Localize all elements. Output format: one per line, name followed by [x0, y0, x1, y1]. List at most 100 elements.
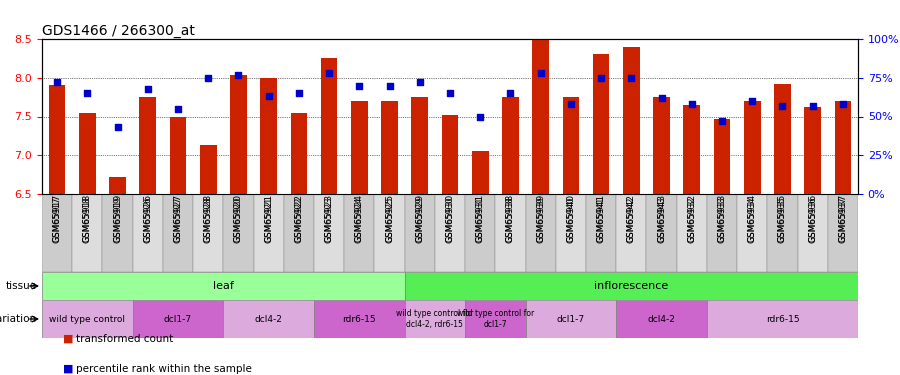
Bar	[683, 105, 700, 194]
Bar	[465, 300, 526, 338]
Bar	[405, 272, 858, 300]
Bar	[194, 194, 223, 272]
Text: GSM65920: GSM65920	[234, 194, 243, 243]
Point	[80, 90, 94, 96]
Text: percentile rank within the sample: percentile rank within the sample	[76, 364, 252, 374]
Text: GSM65930: GSM65930	[446, 194, 454, 243]
Bar	[834, 101, 851, 194]
Point	[262, 93, 276, 99]
Point	[292, 90, 306, 96]
Bar	[526, 300, 617, 338]
Bar	[103, 194, 132, 272]
Bar	[284, 194, 314, 272]
Text: GSM65932: GSM65932	[688, 196, 697, 242]
Bar	[109, 177, 126, 194]
Bar	[797, 194, 828, 272]
Bar	[200, 145, 217, 194]
Text: GSM65924: GSM65924	[355, 194, 364, 243]
Bar	[526, 194, 556, 272]
Text: GSM65917: GSM65917	[52, 194, 61, 243]
Bar	[72, 194, 103, 272]
Text: GSM65929: GSM65929	[415, 196, 424, 242]
Text: GSM65940: GSM65940	[566, 194, 575, 243]
Text: GSM65935: GSM65935	[778, 196, 787, 242]
Text: GSM65937: GSM65937	[839, 194, 848, 243]
Bar	[472, 152, 489, 194]
Point	[624, 75, 638, 81]
Text: GSM65931: GSM65931	[476, 196, 485, 242]
Bar	[230, 75, 247, 194]
Text: ■: ■	[63, 364, 73, 374]
Text: GSM65925: GSM65925	[385, 196, 394, 242]
Text: GSM65921: GSM65921	[265, 194, 274, 243]
Bar	[646, 194, 677, 272]
Bar	[677, 194, 706, 272]
Bar	[805, 107, 821, 194]
Bar	[586, 194, 616, 272]
Text: GSM65928: GSM65928	[203, 196, 212, 242]
Text: GSM65918: GSM65918	[83, 196, 92, 242]
Bar	[593, 54, 609, 194]
Bar	[223, 194, 254, 272]
Text: GSM65941: GSM65941	[597, 196, 606, 242]
Text: inflorescence: inflorescence	[594, 281, 669, 291]
Point	[685, 101, 699, 107]
Text: tissue: tissue	[6, 281, 37, 291]
Text: GSM65926: GSM65926	[143, 194, 152, 243]
Text: dcl4-2: dcl4-2	[255, 315, 283, 324]
Point	[50, 80, 64, 86]
Text: GSM65918: GSM65918	[83, 194, 92, 243]
Bar	[495, 194, 526, 272]
Bar	[616, 194, 646, 272]
Bar	[774, 84, 791, 194]
Point	[775, 103, 789, 109]
Bar	[49, 86, 66, 194]
Text: dcl1-7: dcl1-7	[557, 315, 585, 324]
Bar	[140, 97, 156, 194]
Text: leaf: leaf	[213, 281, 234, 291]
Bar	[314, 300, 405, 338]
Bar	[42, 194, 72, 272]
Bar	[79, 112, 95, 194]
Text: GSM65923: GSM65923	[325, 194, 334, 243]
Bar	[405, 194, 435, 272]
Bar	[744, 101, 760, 194]
Bar	[737, 194, 768, 272]
Text: GSM65925: GSM65925	[385, 194, 394, 243]
Text: GSM65936: GSM65936	[808, 194, 817, 243]
Text: GSM65929: GSM65929	[415, 194, 424, 243]
Point	[140, 86, 155, 92]
Text: GSM65936: GSM65936	[808, 196, 817, 242]
Point	[231, 72, 246, 78]
Text: dcl4-2: dcl4-2	[648, 315, 676, 324]
Bar	[170, 117, 186, 194]
Text: GSM65928: GSM65928	[203, 194, 212, 243]
Bar	[42, 300, 132, 338]
Point	[806, 103, 820, 109]
Bar	[562, 97, 580, 194]
Point	[322, 70, 337, 76]
Bar	[314, 194, 344, 272]
Bar	[254, 194, 284, 272]
Text: GSM65927: GSM65927	[174, 194, 183, 243]
Text: rdr6-15: rdr6-15	[766, 315, 799, 324]
Point	[715, 118, 729, 124]
Text: GSM65922: GSM65922	[294, 194, 303, 243]
Text: GSM65943: GSM65943	[657, 196, 666, 242]
Text: GSM65943: GSM65943	[657, 194, 666, 243]
Text: GSM65940: GSM65940	[566, 196, 575, 242]
Bar	[351, 101, 367, 194]
Point	[352, 82, 366, 88]
Point	[534, 70, 548, 76]
Text: transformed count: transformed count	[76, 334, 174, 344]
Bar	[502, 97, 518, 194]
Text: GSM65921: GSM65921	[265, 196, 274, 242]
Text: wild type control for
dcl4-2, rdr6-15: wild type control for dcl4-2, rdr6-15	[396, 309, 473, 329]
Text: GSM65934: GSM65934	[748, 196, 757, 242]
Bar	[442, 115, 458, 194]
Text: GSM65939: GSM65939	[536, 196, 545, 242]
Point	[745, 98, 760, 104]
Text: GSM65930: GSM65930	[446, 196, 454, 242]
Bar	[533, 39, 549, 194]
Point	[563, 101, 578, 107]
